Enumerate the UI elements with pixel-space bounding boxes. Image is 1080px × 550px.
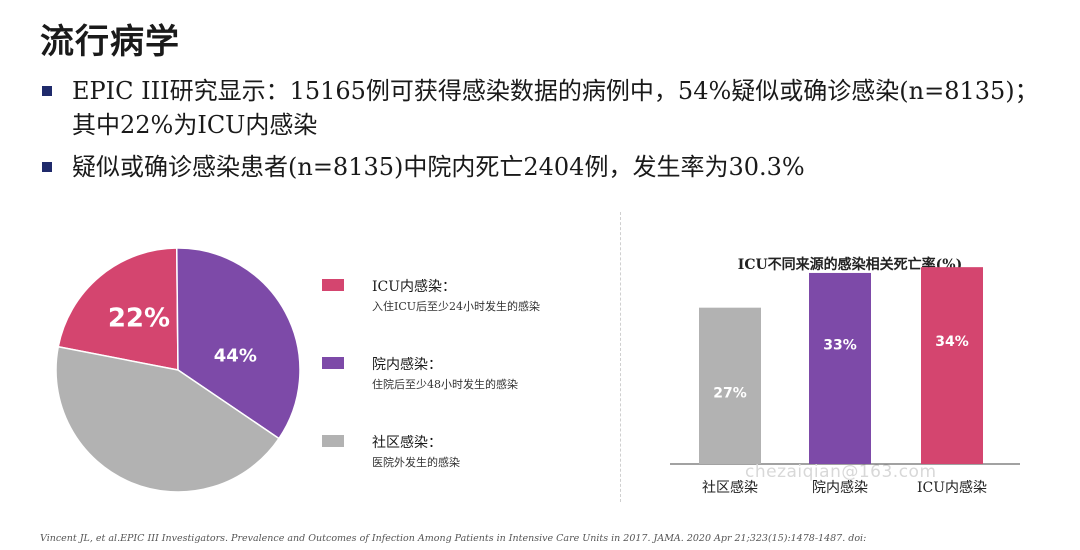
pie-slice-3 [55,345,280,493]
legend-item-icu: ICU内感染： 入住ICU后至少24小时发生的感染 [322,276,612,354]
legend-label: ICU内感染： [372,279,457,295]
bullet-item: EPIC III研究显示：15165例可获得感染数据的病例中，54%疑似或确诊感… [40,74,1040,142]
bullet-list: EPIC III研究显示：15165例可获得感染数据的病例中，54%疑似或确诊感… [40,74,1040,192]
bar-2 [809,272,871,464]
pie-chart: 22%35%44% [55,247,301,493]
bar-3 [921,267,983,464]
legend-label: 院内感染： [372,357,442,373]
bullet-square-icon [42,162,52,172]
slide-title: 流行病学 [40,22,180,62]
legend-item-hospital: 院内感染： 住院后至少48小时发生的感染 [322,354,612,432]
pie-slice-label: 22% [108,303,170,333]
bar-category-label: 社区感染 [702,479,758,496]
legend-swatch-icu [322,279,344,291]
bar-value-label: 34% [935,334,969,350]
bar-chart: 27% 社区感染 33% 院内感染 34% ICU内感染 [670,267,1020,496]
bullet-text: 疑似或确诊感染患者(n=8135)中院内死亡2404例，发生率为30.3% [72,153,805,181]
pie-slice-1 [57,247,179,371]
legend-desc: 入住ICU后至少24小时发生的感染 [372,300,541,313]
legend-label: 社区感染： [372,435,442,451]
pie-legend: ICU内感染： 入住ICU后至少24小时发生的感染 院内感染： 住院后至少48小… [322,276,612,510]
bar-1 [699,307,761,464]
bar-category-label: 院内感染 [812,479,868,496]
bar-chart-title: ICU不同来源的感染相关死亡率(%) [737,257,963,273]
bullet-square-icon [42,86,52,96]
pie-slice-label: 44% [214,346,257,367]
section-divider [620,212,621,502]
bar-value-label: 27% [713,386,747,402]
legend-desc: 医院外发生的感染 [372,456,460,469]
citation: Vincent JL, et al.EPIC III Investigators… [40,533,867,544]
bar-value-label: 33% [823,338,857,354]
legend-swatch-community [322,435,344,447]
legend-desc: 住院后至少48小时发生的感染 [372,378,518,391]
watermark: chezaiqian@163.com [745,462,937,482]
legend-swatch-hospital [322,357,344,369]
legend-item-community: 社区感染： 医院外发生的感染 [322,432,612,510]
bullet-text: EPIC III研究显示：15165例可获得感染数据的病例中，54%疑似或确诊感… [72,77,1039,139]
pie-slice-2 [175,247,301,440]
bar-category-label: ICU内感染 [917,479,987,496]
bullet-item: 疑似或确诊感染患者(n=8135)中院内死亡2404例，发生率为30.3% [40,150,1040,184]
